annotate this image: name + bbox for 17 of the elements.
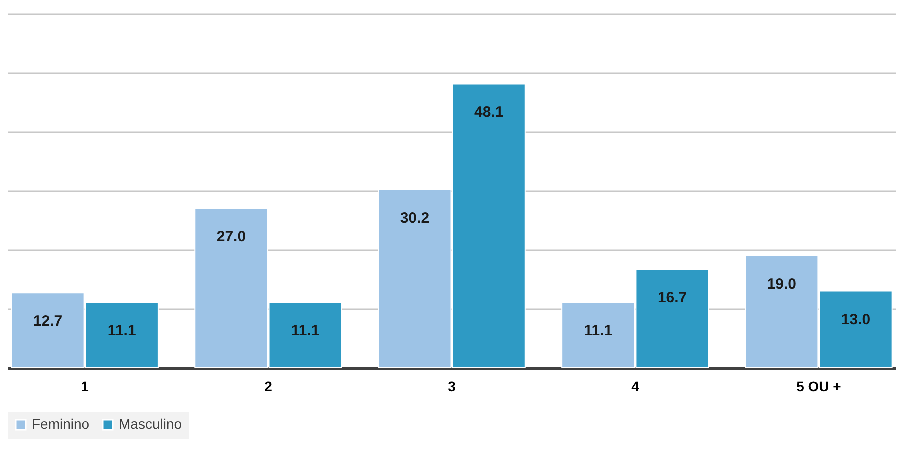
legend-label: Feminino bbox=[32, 416, 90, 432]
data-label: 19.0 bbox=[767, 276, 796, 293]
data-label: 30.2 bbox=[400, 210, 430, 227]
data-label: 11.1 bbox=[291, 322, 320, 340]
data-label: 11.1 bbox=[108, 322, 136, 340]
x-tick-label: 2 bbox=[264, 378, 273, 394]
x-tick-label: 4 bbox=[632, 378, 640, 394]
x-tick-label: 3 bbox=[448, 378, 456, 394]
data-label: 16.7 bbox=[658, 289, 688, 306]
data-label: 12.7 bbox=[33, 313, 63, 330]
data-label: 11.1 bbox=[584, 322, 613, 340]
x-tick-label: 1 bbox=[81, 378, 90, 394]
legend-label: Masculino bbox=[119, 416, 182, 432]
data-label: 48.1 bbox=[474, 104, 504, 122]
x-tick-label: 5 OU + bbox=[796, 378, 842, 394]
data-label: 13.0 bbox=[841, 311, 871, 328]
data-label: 27.0 bbox=[216, 228, 246, 246]
